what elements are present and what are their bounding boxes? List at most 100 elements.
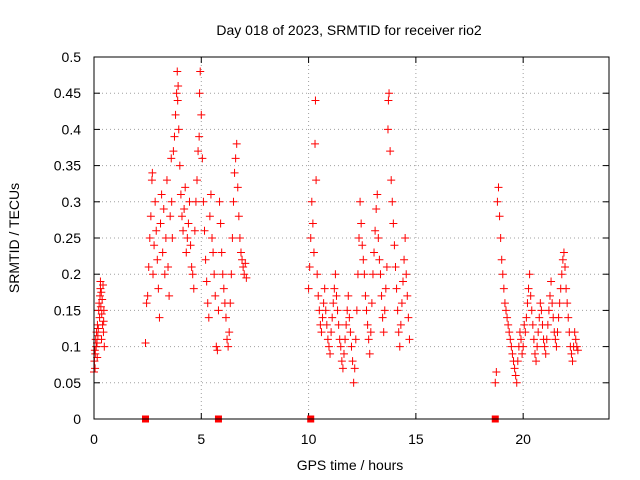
data-point [384,96,393,105]
data-point [332,291,341,300]
data-point [523,299,532,308]
data-point [360,270,369,279]
data-point [372,205,381,214]
data-point [231,154,240,163]
data-point [532,357,541,366]
y-tick-label: 0.35 [54,158,81,174]
data-point [562,284,571,293]
data-point [500,299,509,308]
data-point [343,306,352,315]
x-tick-label: 0 [90,431,98,447]
y-axis-title: SRMTID / TECUs [6,183,22,293]
data-point [175,161,184,170]
data-point [351,335,360,344]
data-point [358,241,367,250]
data-point [374,234,383,242]
data-point [338,364,347,373]
data-point [506,335,515,344]
data-point [239,262,248,271]
data-point [533,342,542,351]
data-point [221,313,230,322]
y-tick-label: 0.05 [54,375,81,391]
y-tick-label: 0.25 [54,230,81,246]
data-point [236,248,245,257]
data-point [333,306,342,315]
data-point [493,197,502,206]
data-point [503,313,512,322]
data-point [210,270,219,279]
data-point [545,291,554,300]
data-point [225,328,234,337]
data-point [241,259,250,268]
y-tick-label: 0.5 [62,49,82,65]
data-point [519,342,528,351]
data-point [228,234,237,242]
data-point [528,320,537,329]
data-point [559,248,568,257]
data-point [144,262,153,271]
data-point [361,291,370,300]
data-point [494,183,503,192]
data-point [498,270,507,279]
data-point [235,234,244,242]
data-point [530,349,539,358]
data-point [97,288,106,297]
data-point [172,89,181,98]
data-point [405,335,414,344]
data-point [536,299,545,308]
data-point [148,168,157,177]
data-point [187,262,196,271]
data-point [393,306,402,315]
data-point [229,197,238,206]
data-point [517,335,526,344]
data-point [378,313,387,322]
data-point [151,197,160,206]
data-point [371,226,380,235]
data-point [309,248,318,257]
data-point [202,277,211,286]
data-point [169,147,178,156]
data-point [92,342,101,351]
data-point [570,328,579,337]
data-point [313,270,322,279]
data-point [152,226,161,235]
data-point [319,299,328,308]
data-point [382,262,391,271]
data-point [387,176,396,185]
data-point [173,96,182,105]
data-point [188,270,197,279]
data-point [314,291,323,300]
data-point [155,313,164,322]
data-point [153,255,162,264]
data-point [189,284,198,293]
data-point [171,110,180,119]
data-point [95,313,104,322]
data-point [557,270,566,279]
data-point [149,270,158,279]
data-point [214,306,223,315]
x-tick-label: 10 [301,431,317,447]
data-point [401,234,410,242]
data-point [521,328,530,337]
data-point [176,190,185,199]
data-point [93,331,102,340]
data-point [363,320,372,329]
data-point [99,328,108,337]
data-point [190,226,199,235]
data-point [558,255,567,264]
data-point [359,255,368,264]
data-point [154,284,163,293]
data-point [373,190,382,199]
data-point [307,197,316,206]
data-point [367,299,376,308]
data-point [311,139,320,148]
data-point [167,197,176,206]
data-points [90,67,582,423]
data-point [209,248,218,257]
data-point [322,320,331,329]
data-point [197,110,206,119]
data-point [392,284,401,293]
data-point [537,306,546,315]
data-point [94,324,103,333]
data-point [194,147,203,156]
